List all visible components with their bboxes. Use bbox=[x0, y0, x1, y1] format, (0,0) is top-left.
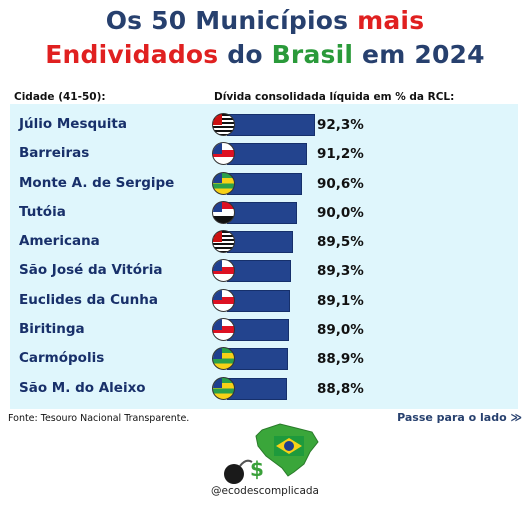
bar-row: Barreiras 91,2% bbox=[10, 139, 518, 168]
bar-row: Carmópolis 88,9% bbox=[10, 344, 518, 373]
value-label: 89,3% bbox=[317, 263, 364, 280]
flag-canton bbox=[213, 201, 223, 213]
bar bbox=[227, 172, 302, 195]
state-flag-icon bbox=[212, 142, 235, 166]
value-label: 88,9% bbox=[317, 351, 364, 368]
state-flag-icon bbox=[212, 288, 235, 312]
bar-row: Monte A. de Sergipe 90,6% bbox=[10, 169, 518, 198]
bar bbox=[227, 377, 288, 400]
bar-row: São José da Vitória 89,3% bbox=[10, 256, 518, 285]
state-flag-icon bbox=[212, 347, 235, 371]
instagram-handle: @ecodescomplicada bbox=[211, 485, 319, 497]
bar-row: Tutóia 90,0% bbox=[10, 198, 518, 227]
flag-canton bbox=[213, 172, 223, 184]
category-label: Carmópolis bbox=[19, 350, 105, 367]
category-label: Monte A. de Sergipe bbox=[19, 174, 175, 191]
column-header-city: Cidade (41-50): bbox=[14, 91, 106, 103]
value-label: 89,5% bbox=[317, 234, 364, 251]
flag-canton bbox=[213, 348, 223, 359]
bar-row: Euclides da Cunha 89,1% bbox=[10, 286, 518, 315]
state-flag-icon bbox=[212, 376, 235, 400]
bar-row: Biritinga 89,0% bbox=[10, 315, 518, 344]
column-header-value: Dívida consolidada líquida em % da RCL: bbox=[214, 91, 455, 103]
bar bbox=[227, 143, 307, 166]
bar-row: São M. do Aleixo 88,8% bbox=[10, 374, 518, 403]
bar bbox=[227, 114, 316, 136]
value-label: 92,3% bbox=[317, 117, 364, 133]
flag-canton bbox=[213, 377, 223, 389]
value-label: 90,6% bbox=[317, 175, 364, 192]
bar-row: Júlio Mesquita 92,3% bbox=[10, 110, 518, 139]
source-note: Fonte: Tesouro Nacional Transparente. bbox=[8, 413, 190, 424]
category-label: Júlio Mesquita bbox=[19, 116, 127, 132]
value-label: 89,1% bbox=[317, 292, 364, 309]
bar-row: Americana 89,5% bbox=[10, 227, 518, 256]
bar bbox=[227, 289, 290, 312]
flag-canton bbox=[213, 231, 223, 242]
bar bbox=[227, 319, 289, 342]
state-flag-icon bbox=[212, 318, 235, 342]
category-label: Tutóia bbox=[19, 203, 66, 220]
flag-canton bbox=[213, 143, 223, 154]
money-bomb-icon: $ bbox=[224, 457, 264, 484]
state-flag-icon bbox=[212, 171, 235, 195]
category-label: São M. do Aleixo bbox=[19, 379, 146, 396]
value-label: 88,8% bbox=[317, 380, 364, 397]
flag-canton bbox=[213, 260, 223, 271]
swipe-hint-link[interactable]: Passe para o lado ≫ bbox=[397, 411, 522, 424]
bar bbox=[227, 260, 292, 283]
state-flag-icon bbox=[212, 230, 235, 254]
value-label: 91,2% bbox=[317, 146, 364, 163]
value-label: 89,0% bbox=[317, 322, 364, 339]
state-flag-icon bbox=[212, 259, 235, 283]
bar-chart: Júlio Mesquita 92,3% Barreiras 91,2% Monte A… bbox=[10, 110, 518, 403]
category-label: Barreiras bbox=[19, 145, 90, 162]
svg-text:$: $ bbox=[250, 457, 264, 481]
brazil-map-logo-icon bbox=[255, 423, 319, 477]
category-label: São José da Vitória bbox=[19, 262, 163, 279]
category-label: Biritinga bbox=[19, 321, 85, 338]
flag-canton bbox=[213, 319, 223, 330]
page-title-line2: Endividados do Brasil em 2024 bbox=[45, 40, 485, 69]
bar bbox=[227, 201, 297, 224]
value-label: 90,0% bbox=[317, 204, 364, 221]
category-label: Americana bbox=[19, 233, 100, 250]
flag-canton bbox=[213, 289, 223, 301]
bar bbox=[227, 348, 289, 371]
state-flag-icon bbox=[212, 200, 235, 224]
flag-canton bbox=[213, 114, 223, 125]
state-flag-icon bbox=[212, 113, 235, 136]
page-title-line1: Os 50 Municípios mais bbox=[105, 6, 425, 35]
category-label: Euclides da Cunha bbox=[19, 291, 158, 308]
bar bbox=[227, 231, 293, 254]
